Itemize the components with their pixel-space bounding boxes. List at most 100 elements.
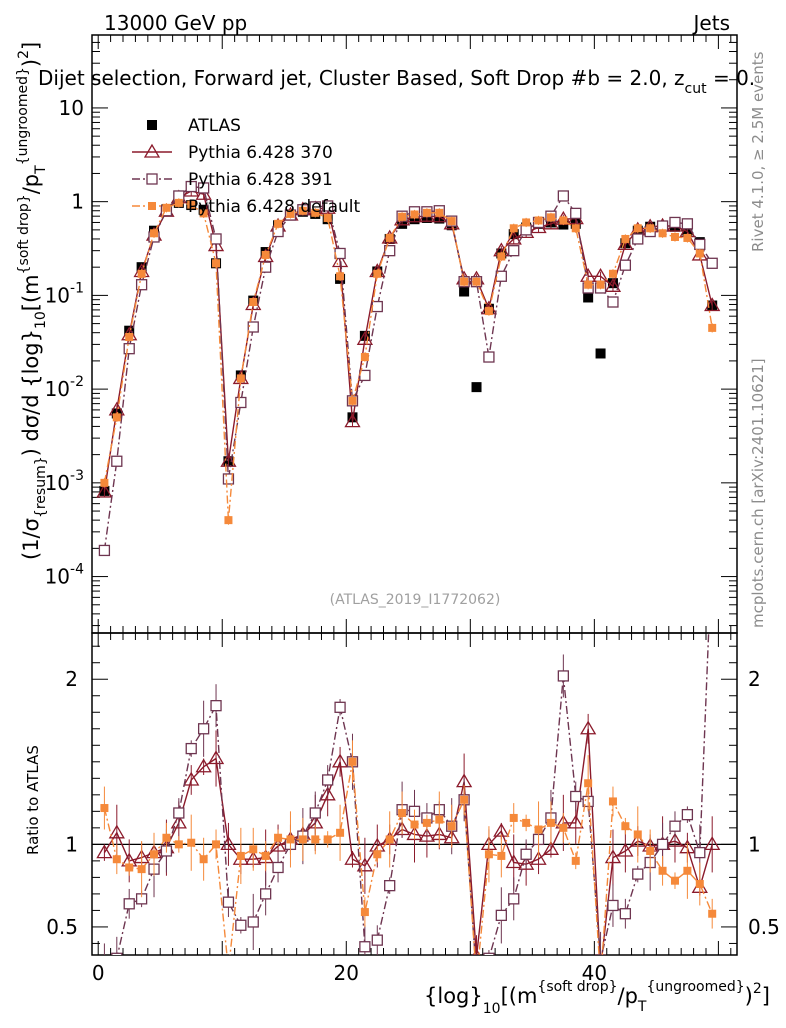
ratio-point	[309, 807, 321, 819]
ratio-point	[174, 840, 183, 849]
data-point	[249, 298, 258, 307]
y-label-part-f: {soft drop}	[16, 194, 32, 274]
data-point	[632, 233, 644, 245]
y-axis-label-main: (1/σ{resum}) dσ/d {log}10[(m{soft drop}/…	[15, 42, 49, 560]
ratio-point	[236, 851, 245, 860]
ratio-point	[570, 790, 582, 803]
data-point	[571, 224, 580, 233]
ratio-point	[497, 851, 506, 860]
data-point	[185, 180, 197, 193]
ratio-point	[111, 952, 123, 955]
x-label-part-h: )	[745, 984, 753, 1008]
ratio-point	[384, 879, 396, 892]
y-label-part-k: 2	[16, 50, 32, 59]
ratio-point	[530, 850, 547, 865]
data-point	[311, 208, 320, 217]
ratio-point	[483, 952, 495, 955]
series-line	[103, 202, 713, 521]
ratio-point	[704, 836, 721, 851]
data-point	[112, 413, 121, 422]
data-point	[212, 259, 221, 268]
ratio-point	[112, 855, 121, 864]
data-point	[371, 300, 383, 313]
legend-label: Pythia 6.428 391	[188, 170, 333, 190]
x-label-part-j: ]	[762, 984, 770, 1008]
ratio-plot-frame	[91, 632, 738, 956]
data-point	[670, 232, 679, 241]
ratio-point	[311, 835, 320, 844]
data-point	[534, 216, 543, 225]
data-point	[508, 245, 520, 257]
ratio-point	[212, 840, 221, 849]
data-point	[669, 216, 681, 229]
ratio-point	[472, 971, 482, 981]
legend-marker	[147, 120, 157, 130]
ratio-point	[604, 849, 622, 864]
series-line	[103, 190, 713, 493]
data-point	[422, 208, 431, 217]
data-point	[336, 272, 345, 281]
data-point	[135, 279, 148, 291]
tick-labels: 0 20 40 10-4 10-3 10-2 10-1 1 10 0.5 0.5 1 1 2 2	[45, 96, 780, 985]
ratio-point	[580, 720, 597, 735]
ratio-point	[286, 835, 295, 844]
data-point	[222, 473, 235, 485]
data-point	[505, 230, 522, 245]
ratio-point	[646, 846, 655, 855]
chart-title: Dijet selection, Forward jet, Cluster Ba…	[38, 66, 755, 97]
ratio-point	[197, 723, 210, 735]
y-tick-label-ratio-right: 2	[748, 667, 761, 691]
ratio-point	[298, 835, 307, 844]
ratio-point	[373, 850, 382, 859]
ratio-point	[195, 758, 212, 773]
ratio-point	[322, 774, 334, 786]
chart-title-rest: = 2.0, z	[600, 66, 685, 90]
data-point	[619, 259, 632, 271]
x-label-part-c: [(m	[501, 984, 538, 1008]
y-tick-label-ratio-right: 1	[748, 832, 761, 856]
ratio-data-layer	[92, 633, 737, 981]
data-point	[373, 269, 382, 278]
data-point	[98, 544, 111, 557]
ratio-point	[435, 815, 444, 824]
y-tick-label-ratio-left: 2	[65, 667, 78, 691]
ratio-point	[348, 757, 357, 766]
ratio-series-2	[100, 740, 717, 955]
data-point	[484, 307, 493, 316]
ratio-point	[571, 856, 580, 865]
ratio-point	[542, 841, 560, 855]
analysis-label: (ATLAS_2019_I1772062)	[330, 592, 501, 608]
axes-ticks	[92, 34, 737, 955]
y-label-part-l: ]	[19, 42, 43, 50]
series-1	[96, 182, 721, 498]
data-point	[508, 229, 519, 240]
ratio-line	[103, 761, 713, 955]
ratio-point	[447, 822, 456, 831]
ratio-point	[331, 753, 349, 768]
ratio-point	[559, 823, 568, 832]
x-label-part-i: 2	[753, 981, 762, 997]
ratio-point	[666, 832, 684, 847]
data-point	[495, 270, 507, 282]
ratio-point	[96, 844, 113, 859]
ratio-point	[319, 786, 336, 801]
ratio-point	[406, 826, 423, 841]
y-label-part-g: /p	[19, 174, 43, 194]
data-point	[435, 208, 444, 217]
data-point	[111, 455, 123, 467]
legend-label: Pythia 6.428 default	[188, 197, 361, 217]
chart-title-b: b	[587, 66, 600, 90]
ratio-point	[162, 833, 171, 842]
y-label-part-j: )	[19, 59, 43, 67]
data-point	[607, 296, 619, 308]
main-data-layer	[96, 180, 721, 557]
ratio-point	[323, 835, 332, 844]
ratio-point	[150, 850, 159, 859]
ratio-point	[505, 854, 522, 869]
ratio-point	[619, 908, 632, 920]
data-point	[695, 249, 704, 258]
ratio-point	[235, 919, 247, 931]
ratio-point	[683, 866, 692, 875]
